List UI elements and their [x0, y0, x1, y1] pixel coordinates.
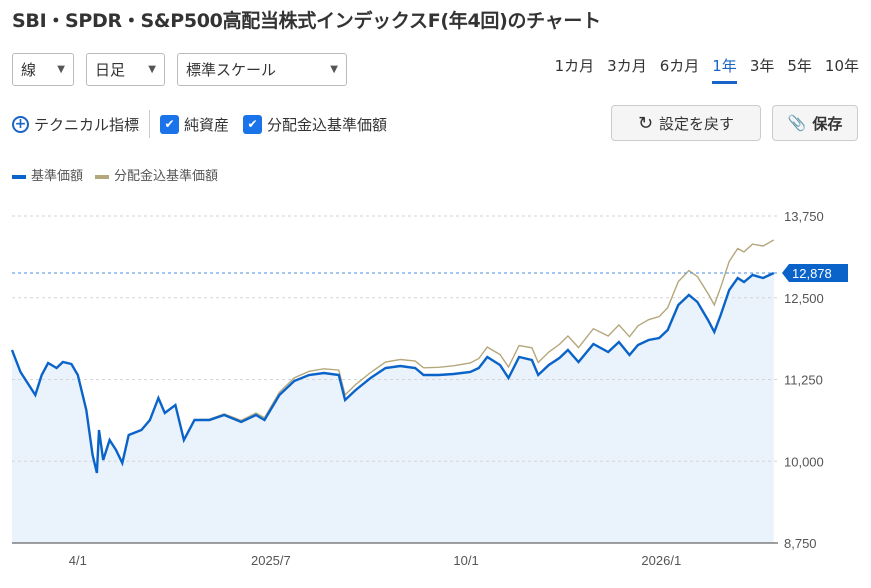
chart-legend: 基準価額 分配金込基準価額 — [12, 165, 218, 184]
interval-value: 日足 — [95, 61, 126, 79]
tab-3y[interactable]: 3年 — [749, 57, 775, 75]
divider — [149, 110, 151, 138]
current-value-tag — [782, 264, 848, 283]
chart-options: + テクニカル指標 ✔ 純資産 ✔ 分配金込基準価額 — [12, 110, 387, 138]
y-tick-label: 13,750 — [784, 209, 824, 224]
current-value-label: 12,878 — [792, 266, 832, 281]
net-assets-label: 純資産 — [184, 115, 230, 134]
interval-select[interactable]: 日足 ▼ — [86, 53, 165, 86]
chevron-down-icon: ▼ — [330, 64, 338, 75]
tab-10y[interactable]: 10年 — [824, 57, 859, 75]
legend-adjusted-label: 分配金込基準価額 — [114, 169, 219, 184]
legend-swatch-adjusted — [95, 174, 110, 179]
tab-5y[interactable]: 5年 — [787, 57, 812, 75]
x-tick-label: 4/1 — [69, 553, 87, 568]
x-tick-label: 2025/7 — [251, 553, 291, 568]
y-tick-label: 12,500 — [784, 291, 824, 306]
tab-1y[interactable]: 1年 — [712, 55, 737, 84]
tab-6m[interactable]: 6カ月 — [659, 57, 700, 75]
tab-1m[interactable]: 1カ月 — [554, 57, 595, 75]
area-fill — [12, 273, 774, 543]
chevron-down-icon: ▼ — [57, 64, 65, 75]
reset-settings-button[interactable]: ↻ 設定を戻す — [611, 105, 761, 141]
technical-indicators-button[interactable]: テクニカル指標 — [34, 115, 140, 134]
x-tick-label: 2026/1 — [641, 553, 681, 568]
chevron-down-icon: ▼ — [148, 64, 156, 75]
legend-nav: 基準価額 — [12, 165, 83, 184]
legend-adjusted: 分配金込基準価額 — [95, 165, 218, 184]
series-line-nav — [10, 271, 775, 474]
x-tick-label: 10/1 — [453, 553, 478, 568]
plus-circle-icon[interactable]: + — [12, 115, 29, 133]
refresh-icon: ↻ — [637, 112, 654, 134]
legend-swatch-nav — [12, 174, 26, 179]
period-tabs: 1カ月 3カ月 6カ月 1年 3年 5年 10年 — [555, 55, 859, 84]
page-title: SBI・SPDR・S&P500高配当株式インデックスF(年4回)のチャート — [12, 10, 601, 32]
scale-select[interactable]: 標準スケール ▼ — [177, 53, 347, 86]
y-tick-label: 8,750 — [784, 536, 817, 551]
save-label: 保存 — [812, 114, 843, 133]
y-tick-label: 11,250 — [784, 373, 823, 388]
tab-3m[interactable]: 3カ月 — [607, 57, 647, 75]
legend-nav-label: 基準価額 — [31, 169, 84, 184]
chart-type-value: 線 — [21, 61, 37, 79]
reset-label: 設定を戻す — [659, 114, 735, 133]
dividend-adjusted-label: 分配金込基準価額 — [267, 115, 388, 134]
paperclip-icon: 📎 — [787, 114, 807, 132]
dividend-adjusted-checkbox[interactable]: ✔ — [243, 114, 263, 134]
chart-type-select[interactable]: 線 ▼ — [12, 53, 74, 86]
save-button[interactable]: 📎 保存 — [772, 105, 858, 141]
y-tick-label: 10,000 — [784, 454, 824, 469]
net-assets-checkbox[interactable]: ✔ — [160, 114, 180, 134]
scale-value: 標準スケール — [186, 61, 277, 79]
